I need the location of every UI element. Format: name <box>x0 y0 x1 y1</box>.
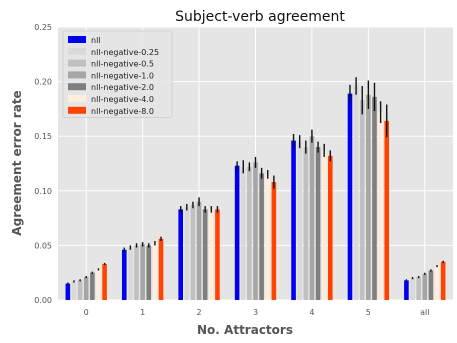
y-tick-label: 0.05 <box>34 241 52 250</box>
x-tick-label: 2 <box>197 308 202 317</box>
bar <box>234 165 240 300</box>
x-tick-label: all <box>420 308 429 317</box>
legend-label: nll-negative-0.5 <box>91 60 154 69</box>
legend-swatch <box>68 95 86 102</box>
x-tick-label: 4 <box>309 308 314 317</box>
bar <box>315 147 321 300</box>
bar <box>303 147 309 300</box>
bar <box>146 245 152 300</box>
x-tick-label: 3 <box>253 308 258 317</box>
bar <box>384 120 390 300</box>
y-tick-labels: 0.00 0.05 0.10 0.15 0.20 0.25 <box>34 23 52 305</box>
chart-title: Subject-verb agreement <box>175 9 345 25</box>
bar <box>102 263 107 300</box>
bar <box>90 272 95 300</box>
bar <box>158 238 164 300</box>
bar <box>440 261 446 300</box>
bar <box>140 244 145 300</box>
legend-swatch <box>68 47 86 55</box>
bar <box>184 207 190 300</box>
bar <box>77 280 83 300</box>
bar <box>271 182 277 300</box>
bar <box>134 245 139 300</box>
legend-swatch <box>68 83 86 91</box>
legend-swatch <box>68 59 86 67</box>
bar <box>247 166 252 300</box>
bar <box>128 247 133 300</box>
bar <box>297 141 302 300</box>
bar <box>404 280 409 300</box>
legend-label: nll-negative-1.0 <box>91 71 154 80</box>
legend-swatch <box>68 36 86 43</box>
legend-label: nll-negative-4.0 <box>91 95 154 104</box>
bar <box>416 277 421 300</box>
legend-swatch <box>68 106 86 114</box>
x-axis-title: No. Attractors <box>197 323 293 337</box>
bar <box>366 94 371 300</box>
legend-label: nll <box>91 36 101 45</box>
bar <box>152 243 158 300</box>
y-tick-label: 0.25 <box>34 23 52 32</box>
bar <box>410 278 415 300</box>
legend-label: nll-negative-8.0 <box>91 107 154 116</box>
bar <box>265 174 271 300</box>
bar <box>65 283 71 300</box>
bar <box>190 204 196 300</box>
bar <box>71 281 77 300</box>
bar <box>372 96 377 300</box>
legend-label: nll-negative-2.0 <box>91 83 154 92</box>
bar <box>178 209 183 300</box>
x-tick-labels: 0 1 2 3 4 5 all <box>84 308 430 317</box>
x-tick-label: 0 <box>84 308 89 317</box>
bar <box>96 269 101 300</box>
bar <box>309 136 315 300</box>
y-axis-title: Agreement error rate <box>10 90 24 235</box>
x-tick-label: 1 <box>140 308 145 317</box>
bar <box>196 201 202 300</box>
bar <box>83 277 89 300</box>
bar <box>353 85 359 300</box>
bar <box>428 270 434 300</box>
bar <box>378 112 383 301</box>
bar <box>291 140 296 300</box>
bars-group <box>65 85 446 301</box>
bar <box>202 209 208 300</box>
bar <box>121 249 127 300</box>
bar <box>215 209 220 300</box>
bar <box>240 166 246 300</box>
legend-label: nll-negative-0.25 <box>91 48 159 57</box>
bar <box>328 155 333 300</box>
legend: nll nll-negative-0.25 nll-negative-0.5 nll-… <box>62 30 173 118</box>
y-tick-label: 0.00 <box>34 296 52 305</box>
error-bars-group <box>67 77 444 285</box>
y-tick-label: 0.10 <box>34 187 52 196</box>
bar <box>434 266 440 300</box>
legend-box <box>62 30 173 118</box>
bar <box>209 209 214 300</box>
bar <box>347 93 353 300</box>
bar <box>422 273 428 300</box>
y-tick-label: 0.20 <box>34 78 52 87</box>
x-tick-label: 5 <box>366 308 371 317</box>
bar <box>253 162 258 300</box>
bar <box>359 100 365 300</box>
y-tick-label: 0.15 <box>34 132 52 141</box>
legend-swatch <box>68 71 86 79</box>
bar <box>259 173 264 300</box>
bar <box>321 150 327 300</box>
